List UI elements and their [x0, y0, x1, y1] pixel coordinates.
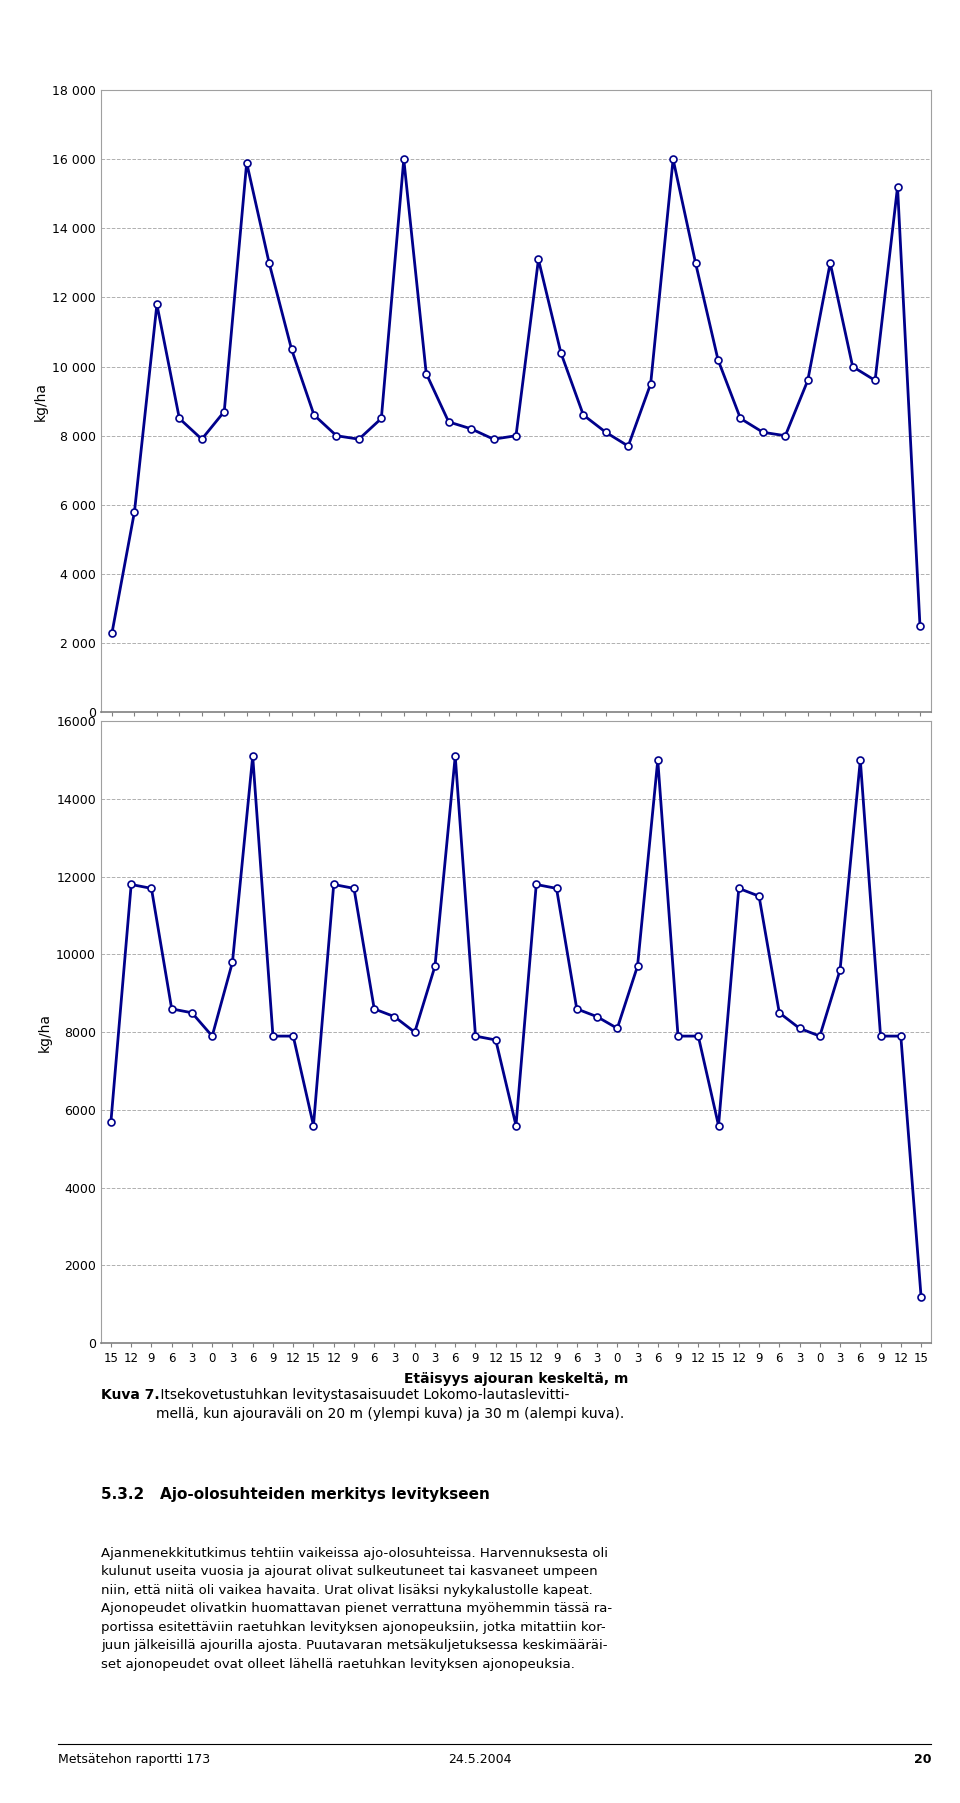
- X-axis label: Etäisyys ajouran keskeltä, m: Etäisyys ajouran keskeltä, m: [404, 1372, 628, 1387]
- Text: 5.3.2   Ajo-olosuhteiden merkitys levitykseen: 5.3.2 Ajo-olosuhteiden merkitys levityks…: [101, 1487, 490, 1502]
- Text: 24.5.2004: 24.5.2004: [448, 1753, 512, 1765]
- Text: 20: 20: [914, 1753, 931, 1765]
- Text: Ajanmenekkitutkimus tehtiin vaikeissa ajo-olosuhteissa. Harvennuksesta oli
kulun: Ajanmenekkitutkimus tehtiin vaikeissa aj…: [101, 1547, 612, 1671]
- Y-axis label: kg/ha: kg/ha: [34, 382, 48, 420]
- X-axis label: Etäisyys ajouran keskeltä, m: Etäisyys ajouran keskeltä, m: [404, 741, 628, 755]
- Text: Metsätehon raportti 173: Metsätehon raportti 173: [58, 1753, 209, 1765]
- Text: Itsekovetustuhkan levitystasaisuudet Lokomo-lautaslevitti-
mellä, kun ajouraväli: Itsekovetustuhkan levitystasaisuudet Lok…: [156, 1388, 625, 1421]
- Y-axis label: kg/ha: kg/ha: [37, 1013, 52, 1051]
- Text: Kuva 7.: Kuva 7.: [101, 1388, 159, 1403]
